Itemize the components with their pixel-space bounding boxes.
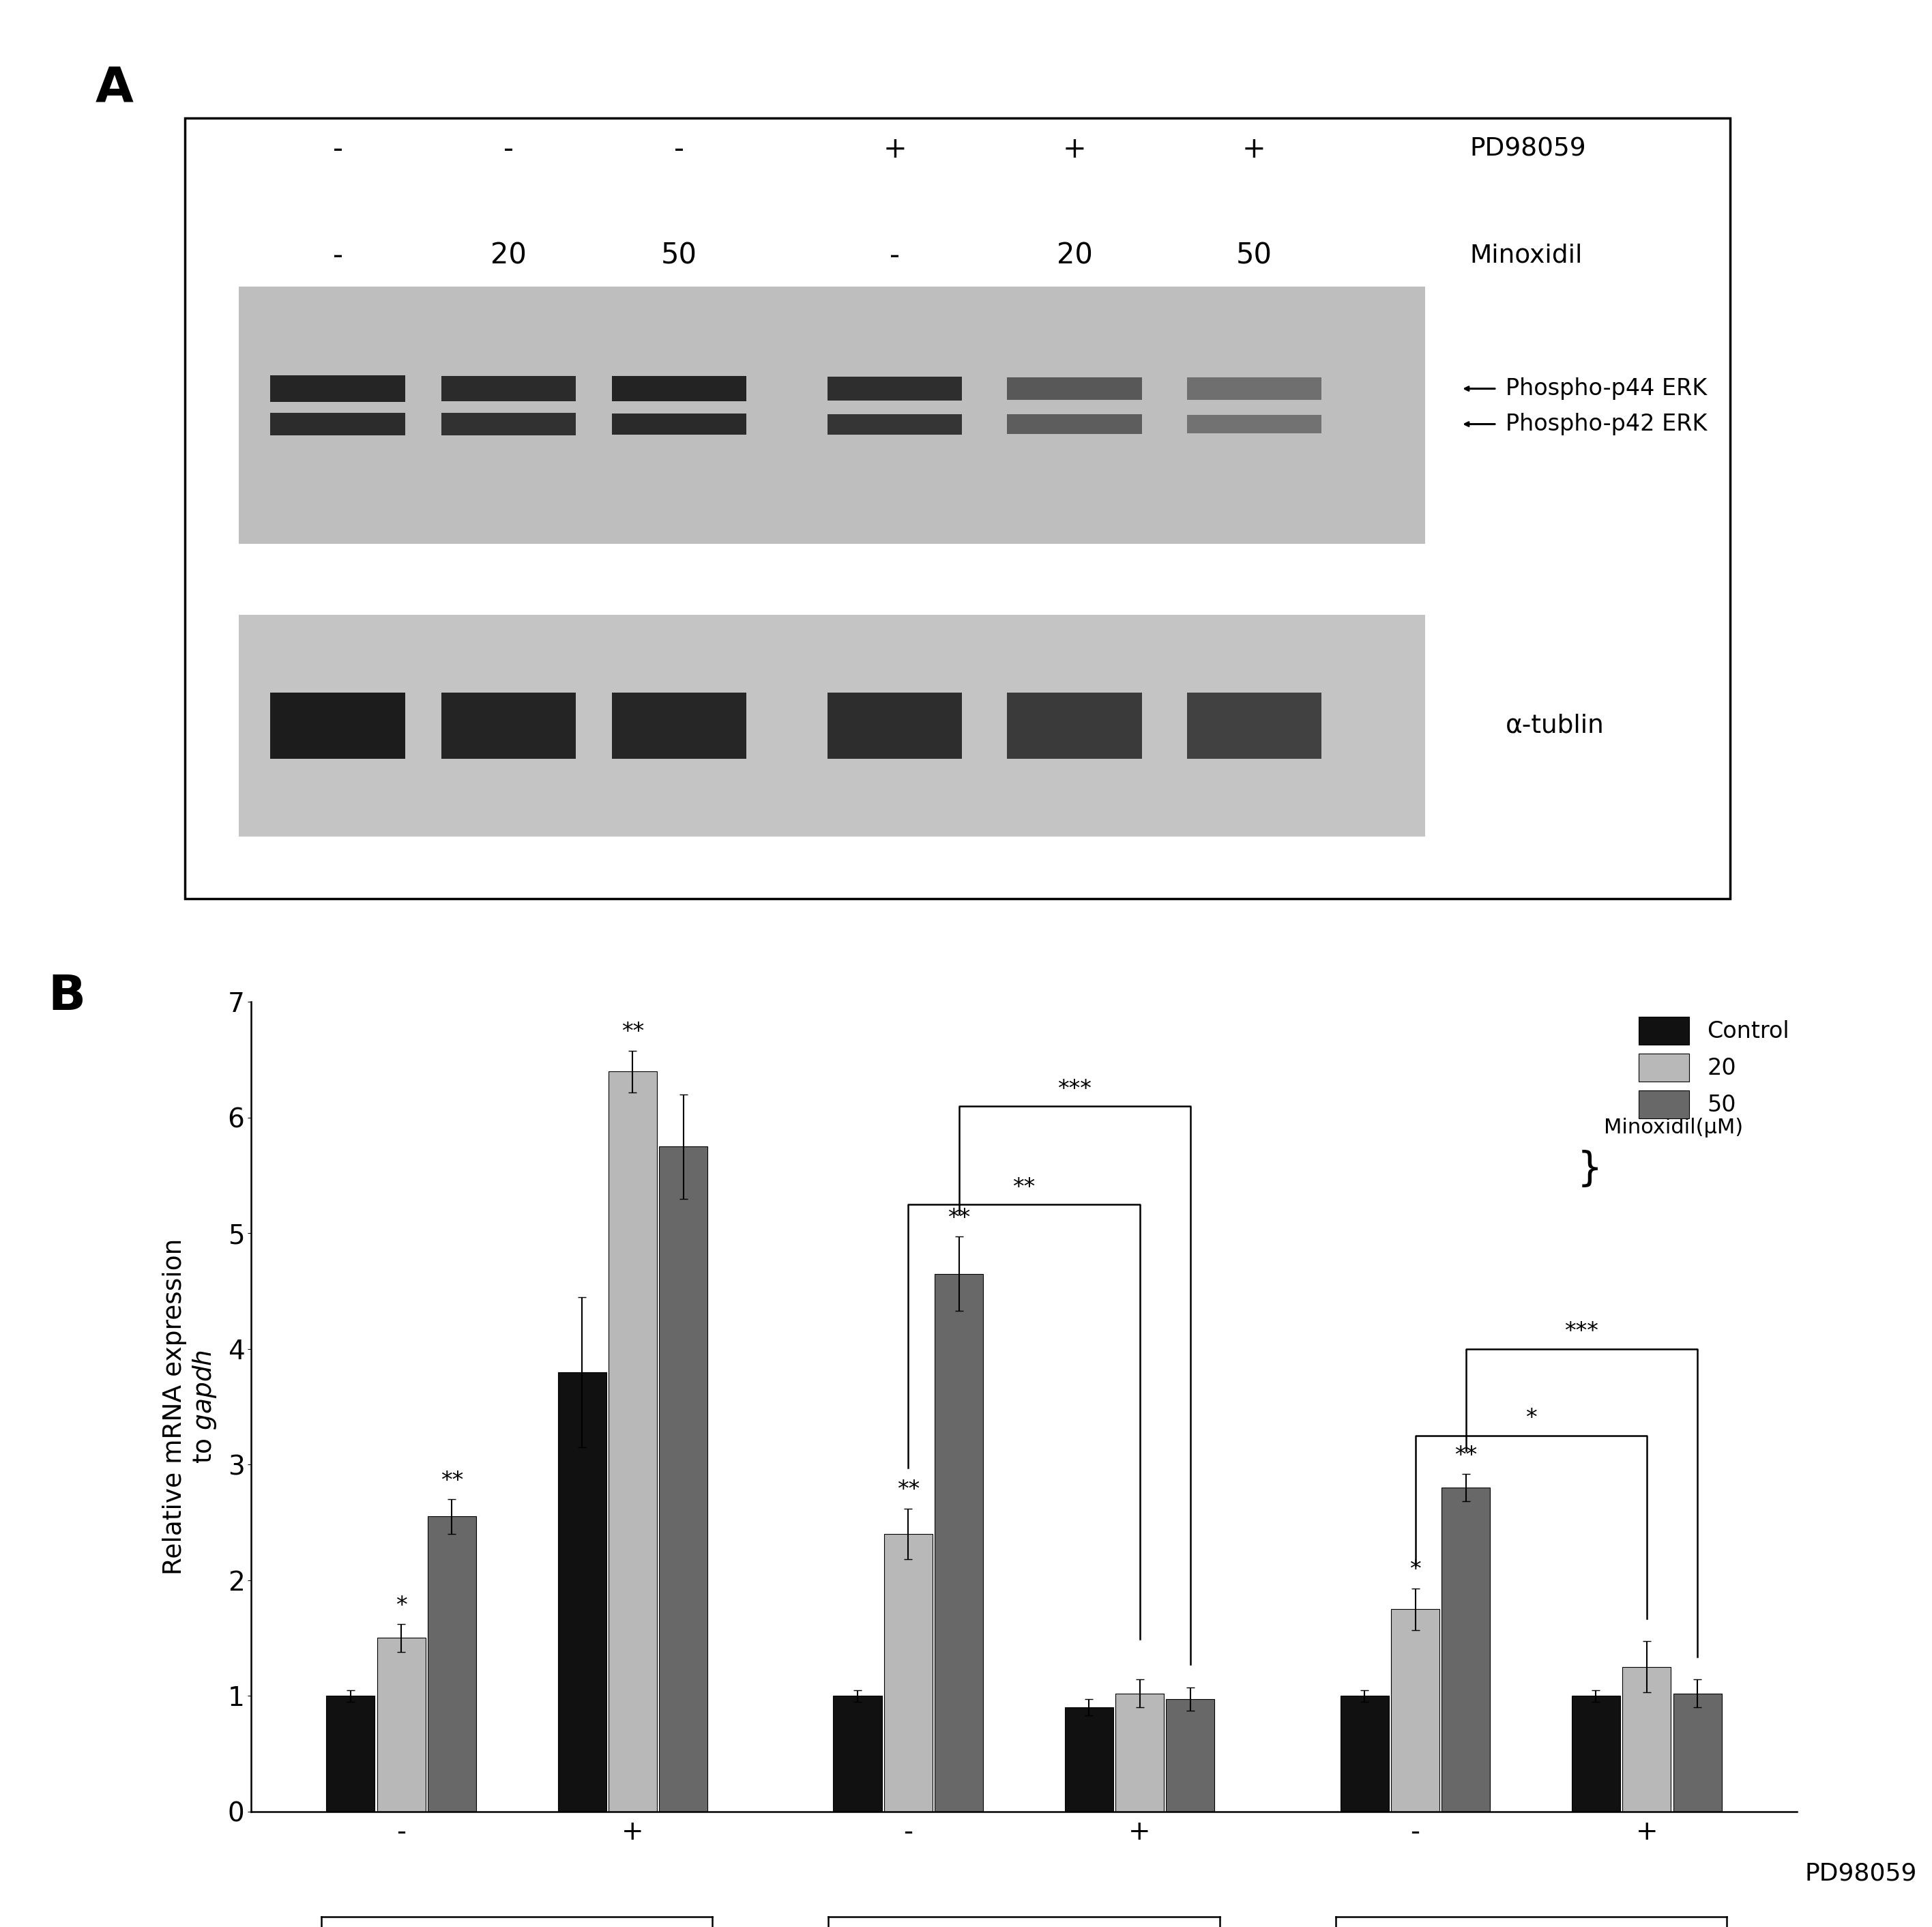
Bar [833, 1696, 881, 1811]
Bar [1007, 692, 1142, 759]
Bar [440, 412, 576, 436]
Bar [1115, 1694, 1163, 1811]
Text: +: + [1063, 135, 1086, 164]
Text: **: ** [947, 1208, 970, 1229]
Bar [377, 1638, 425, 1811]
Text: PD98059: PD98059 [1470, 137, 1586, 162]
Bar [1186, 414, 1321, 434]
Bar [609, 1071, 657, 1811]
Bar [185, 118, 1731, 898]
Text: -: - [504, 135, 514, 164]
Bar [612, 414, 746, 436]
Text: ***: *** [1565, 1320, 1598, 1343]
Text: **: ** [1455, 1445, 1478, 1466]
Text: }: } [1577, 1150, 1604, 1189]
Text: **: ** [1012, 1175, 1036, 1199]
Bar [1065, 1707, 1113, 1811]
Bar [270, 692, 406, 759]
Text: 50: 50 [1236, 241, 1273, 270]
Text: *: * [396, 1596, 408, 1617]
Text: 20: 20 [1057, 241, 1092, 270]
Bar [427, 1517, 475, 1811]
Text: 50: 50 [661, 241, 697, 270]
Bar [1441, 1488, 1490, 1811]
Text: A: A [95, 66, 133, 112]
Bar [885, 1534, 933, 1811]
Text: -: - [332, 241, 342, 270]
Bar [935, 1274, 983, 1811]
Bar [1007, 414, 1142, 434]
Bar [1623, 1667, 1671, 1811]
Text: *: * [1410, 1559, 1420, 1582]
Bar [659, 1147, 707, 1811]
Bar [1007, 378, 1142, 401]
Bar [240, 287, 1426, 543]
Text: -: - [674, 135, 684, 164]
Legend: Control, 20, 50: Control, 20, 50 [1627, 1006, 1801, 1129]
Text: **: ** [896, 1480, 920, 1501]
Text: Phospho-p44 ERK: Phospho-p44 ERK [1505, 378, 1708, 401]
Bar [440, 376, 576, 401]
Text: 20: 20 [491, 241, 527, 270]
Bar [558, 1372, 607, 1811]
Text: -: - [332, 135, 342, 164]
Bar [827, 414, 962, 434]
Bar [327, 1696, 375, 1811]
Bar [1573, 1696, 1621, 1811]
Text: PD98059: PD98059 [1804, 1861, 1917, 1885]
Bar [1391, 1609, 1439, 1811]
Text: ***: *** [1057, 1077, 1092, 1100]
Bar [827, 376, 962, 401]
Bar [440, 692, 576, 759]
Text: +: + [883, 135, 906, 164]
Bar [1167, 1700, 1215, 1811]
Bar [270, 412, 406, 436]
Bar [240, 615, 1426, 836]
Bar [1186, 378, 1321, 399]
Bar [612, 692, 746, 759]
Text: **: ** [622, 1021, 643, 1044]
Text: Minoxidil(μM): Minoxidil(μM) [1604, 1118, 1743, 1137]
Bar [270, 376, 406, 403]
Bar [612, 376, 746, 401]
Text: α-tublin: α-tublin [1505, 713, 1604, 738]
Bar [1341, 1696, 1389, 1811]
Text: -: - [891, 241, 900, 270]
Text: Minoxidil: Minoxidil [1470, 243, 1582, 268]
Text: **: ** [440, 1470, 464, 1491]
Text: +: + [1242, 135, 1265, 164]
Bar [1186, 692, 1321, 759]
Bar [827, 692, 962, 759]
Bar [1673, 1694, 1721, 1811]
Text: Phospho-p42 ERK: Phospho-p42 ERK [1505, 412, 1708, 436]
Y-axis label: Relative mRNA expression
to $\it{gapdh}$: Relative mRNA expression to $\it{gapdh}$ [162, 1239, 218, 1574]
Text: *: * [1524, 1407, 1536, 1430]
Text: B: B [48, 973, 85, 1019]
